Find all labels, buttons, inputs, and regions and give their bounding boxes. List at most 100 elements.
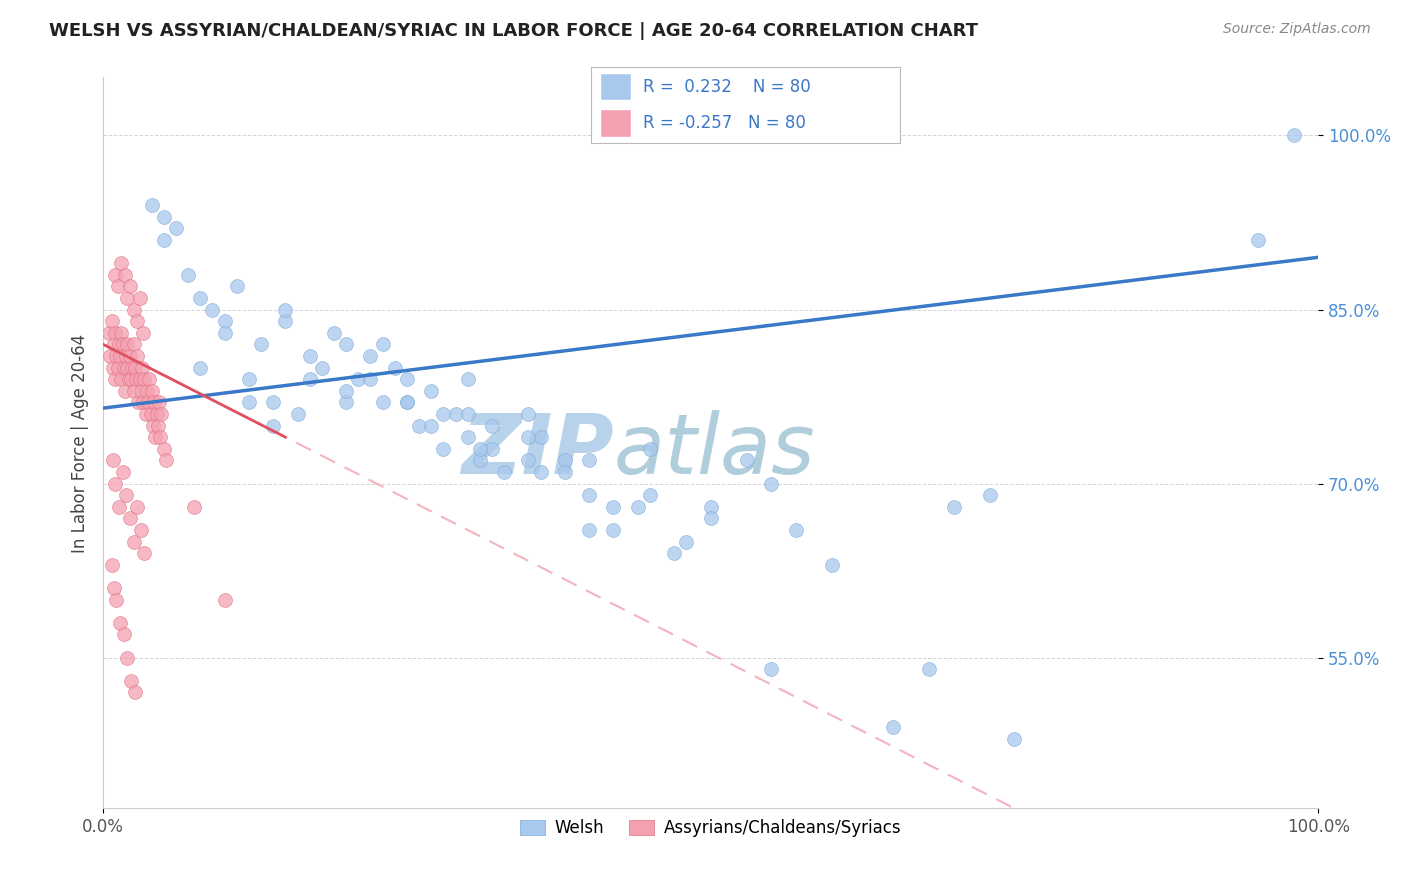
Point bbox=[135, 384, 157, 398]
Point bbox=[177, 268, 200, 282]
Point bbox=[120, 372, 142, 386]
Point bbox=[127, 395, 149, 409]
Point bbox=[104, 476, 127, 491]
Point bbox=[120, 673, 142, 688]
Point bbox=[420, 384, 443, 398]
Point bbox=[108, 615, 131, 630]
Point bbox=[274, 302, 297, 317]
Point bbox=[444, 407, 467, 421]
Point bbox=[578, 523, 600, 537]
Point bbox=[602, 523, 624, 537]
Point bbox=[1282, 128, 1305, 143]
Point bbox=[131, 360, 153, 375]
Text: atlas: atlas bbox=[613, 409, 815, 491]
Point bbox=[145, 430, 167, 444]
Point bbox=[122, 384, 145, 398]
Point bbox=[142, 418, 165, 433]
Point bbox=[420, 418, 443, 433]
Point bbox=[114, 268, 136, 282]
Point bbox=[347, 372, 370, 386]
Point bbox=[395, 395, 418, 409]
Point bbox=[529, 430, 551, 444]
Point bbox=[627, 500, 650, 514]
Point bbox=[108, 349, 131, 363]
Point bbox=[1004, 731, 1026, 746]
Point bbox=[146, 418, 169, 433]
Point bbox=[761, 476, 783, 491]
Point bbox=[323, 326, 346, 340]
Point bbox=[129, 384, 152, 398]
Point bbox=[214, 326, 236, 340]
Point bbox=[112, 360, 135, 375]
Point bbox=[128, 372, 150, 386]
Bar bbox=[600, 73, 631, 100]
Point bbox=[134, 546, 156, 560]
Point bbox=[214, 314, 236, 328]
Point bbox=[481, 418, 503, 433]
Point bbox=[942, 500, 965, 514]
Point bbox=[785, 523, 807, 537]
Point bbox=[638, 488, 661, 502]
Point bbox=[238, 395, 260, 409]
Point bbox=[335, 337, 357, 351]
Point bbox=[128, 291, 150, 305]
Point bbox=[664, 546, 686, 560]
Point bbox=[188, 360, 211, 375]
Point bbox=[105, 349, 128, 363]
Point bbox=[111, 465, 134, 479]
Point bbox=[298, 372, 321, 386]
Point bbox=[250, 337, 273, 351]
Point bbox=[101, 360, 124, 375]
Point bbox=[150, 407, 173, 421]
Point bbox=[761, 662, 783, 676]
Point bbox=[141, 384, 163, 398]
Point bbox=[153, 210, 176, 224]
Point bbox=[124, 360, 146, 375]
Y-axis label: In Labor Force | Age 20-64: In Labor Force | Age 20-64 bbox=[72, 334, 89, 552]
Point bbox=[125, 372, 148, 386]
Point bbox=[554, 465, 576, 479]
Point bbox=[145, 407, 167, 421]
Point bbox=[602, 500, 624, 514]
Point bbox=[395, 372, 418, 386]
Point bbox=[135, 407, 157, 421]
Point bbox=[699, 500, 721, 514]
Point bbox=[104, 326, 127, 340]
Point bbox=[148, 395, 170, 409]
Point bbox=[122, 534, 145, 549]
Point bbox=[115, 349, 138, 363]
Point bbox=[371, 395, 394, 409]
Point bbox=[129, 523, 152, 537]
Point bbox=[165, 221, 187, 235]
Point bbox=[127, 314, 149, 328]
Point bbox=[468, 453, 491, 467]
Point bbox=[149, 430, 172, 444]
Point bbox=[100, 314, 122, 328]
Point bbox=[432, 407, 454, 421]
Point bbox=[481, 442, 503, 456]
Text: ZIP: ZIP bbox=[461, 409, 613, 491]
Point bbox=[139, 407, 162, 421]
Point bbox=[517, 453, 540, 467]
Point bbox=[98, 326, 121, 340]
Point bbox=[138, 372, 160, 386]
Point bbox=[335, 384, 357, 398]
Point bbox=[311, 360, 333, 375]
Point bbox=[979, 488, 1001, 502]
Point bbox=[183, 500, 205, 514]
Point bbox=[115, 488, 138, 502]
Point bbox=[108, 500, 131, 514]
Point bbox=[335, 395, 357, 409]
Point bbox=[238, 372, 260, 386]
Legend: Welsh, Assyrians/Chaldeans/Syriacs: Welsh, Assyrians/Chaldeans/Syriacs bbox=[513, 813, 908, 844]
Point bbox=[111, 337, 134, 351]
Point bbox=[225, 279, 247, 293]
Point bbox=[118, 511, 141, 525]
Point bbox=[132, 326, 155, 340]
Text: R =  0.232    N = 80: R = 0.232 N = 80 bbox=[643, 78, 811, 95]
Point bbox=[359, 372, 381, 386]
Point bbox=[100, 349, 122, 363]
Point bbox=[136, 395, 159, 409]
Point bbox=[107, 279, 129, 293]
Point bbox=[117, 291, 139, 305]
